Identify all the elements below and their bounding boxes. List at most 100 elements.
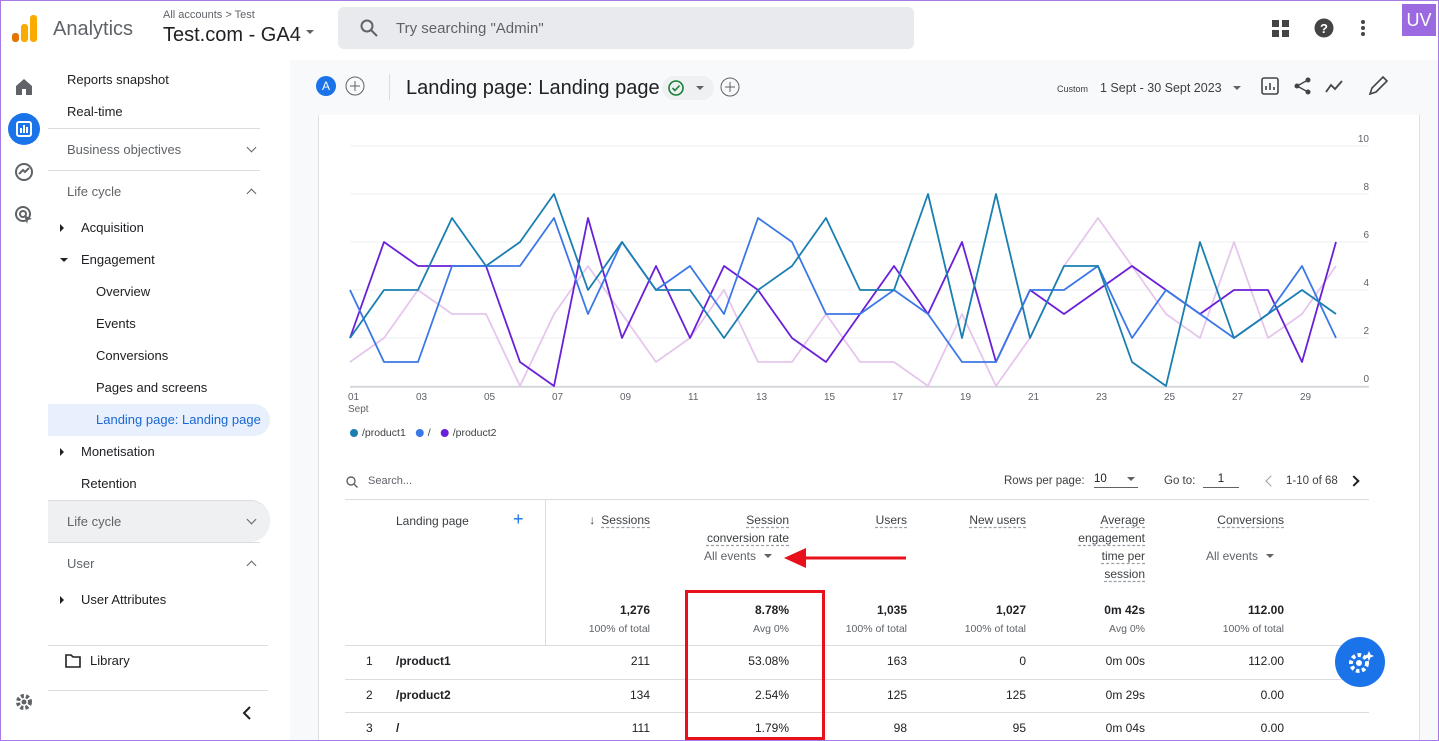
range-label: Custom (1057, 84, 1089, 94)
prev-page[interactable] (1265, 475, 1277, 487)
series-line (349, 193, 1337, 387)
row-line (345, 645, 1369, 646)
expand-open (60, 258, 68, 266)
x-tick-label: 29 (1300, 392, 1312, 403)
row-dimension[interactable]: / (396, 721, 400, 735)
total-note: Avg 0% (753, 623, 789, 635)
library-row[interactable]: Library (48, 645, 268, 689)
nav-item[interactable]: Engagement (48, 244, 290, 276)
property-name[interactable]: Test.com - GA4 (163, 24, 301, 46)
nav-item[interactable]: Reports snapshot (48, 64, 290, 96)
row-value: 98 (893, 721, 907, 735)
more-icon[interactable] (1360, 19, 1366, 37)
search-box[interactable]: Try searching "Admin" (338, 7, 914, 49)
add-dimension[interactable]: + (513, 509, 524, 529)
nav-item[interactable]: Real-time (48, 96, 290, 128)
table-toolbar-line (345, 499, 1369, 500)
x-tick-label: 17 (892, 392, 904, 403)
x-tick-label: 01 (348, 392, 360, 403)
nav-item[interactable]: Retention (48, 468, 290, 500)
column-header[interactable]: Conversions (1174, 511, 1284, 529)
nav-section-label: Life cycle (67, 514, 122, 529)
rows-per-page[interactable]: 10 (1094, 473, 1138, 488)
caret (1233, 86, 1241, 94)
row-dimension[interactable]: /product2 (396, 687, 451, 702)
nav-item[interactable]: Acquisition (48, 212, 290, 244)
report-title: Landing page: Landing page (406, 77, 660, 99)
badge: UV (1402, 4, 1436, 36)
nav-label: Reports snapshot (67, 72, 169, 87)
breadcrumb[interactable]: All accounts > Test (163, 9, 255, 21)
nav-item[interactable]: Monetisation (48, 436, 290, 468)
column-header[interactable]: ↓ Sessions (540, 511, 650, 529)
nav-section[interactable]: Business objectives (48, 128, 260, 170)
admin-icon[interactable] (14, 692, 34, 712)
y-tick-label: 6 (1363, 230, 1369, 241)
apps-icon[interactable] (1272, 20, 1290, 38)
y-tick-label: 0 (1363, 374, 1369, 385)
chart: 0 2 4 6 8 10 01 03 05 07 09 11 13 15 17 19 21 23 25 27 29 Sep… (348, 134, 1369, 439)
nav-item[interactable]: Conversions (48, 340, 290, 372)
status-chip[interactable] (662, 76, 714, 100)
date-range[interactable]: 1 Sept - 30 Sept 2023 (1100, 81, 1222, 95)
nav-label: Real-time (67, 104, 123, 119)
goto-input[interactable]: 1 (1203, 473, 1239, 488)
nav-label: Conversions (96, 348, 169, 363)
caret (306, 30, 314, 38)
toolbar-icons[interactable] (1260, 76, 1390, 98)
row-value: 53.08% (748, 654, 789, 668)
nav-item[interactable]: Overview (48, 276, 290, 308)
row-value: 0m 04s (1105, 721, 1145, 735)
caret (764, 554, 772, 562)
nav-item[interactable]: Pages and screens (48, 372, 290, 404)
expand (60, 448, 68, 456)
column-header[interactable]: Average engagement time per session (1065, 511, 1145, 583)
expand (60, 224, 68, 232)
row-dimension[interactable]: /product1 (396, 654, 451, 668)
advertising-icon[interactable] (14, 205, 34, 225)
nav-item[interactable]: User Attributes (48, 584, 290, 616)
total-note: 100% of total (588, 623, 650, 635)
total-value: 112.00 (1247, 603, 1284, 617)
library-label: Library (90, 653, 130, 668)
nav-label: User Attributes (81, 592, 167, 607)
column-header[interactable]: Session conversion rate (694, 511, 789, 547)
chevron-up (246, 560, 257, 571)
table-search[interactable]: Search... (368, 475, 413, 487)
divider (48, 690, 268, 691)
row-value: 112.00 (1248, 654, 1284, 668)
next-page[interactable] (1348, 475, 1360, 487)
explore-icon[interactable] (14, 162, 34, 182)
column-sub[interactable]: All events (1174, 549, 1274, 563)
row-value: 125 (886, 687, 907, 702)
y-tick-label: 4 (1363, 278, 1369, 289)
insights-button[interactable] (1335, 637, 1385, 687)
total-value: 1,027 (995, 603, 1026, 617)
column-sub[interactable]: All events (679, 549, 772, 563)
legend-swatch (440, 429, 449, 437)
nav-section[interactable]: Life cycle (48, 170, 260, 212)
x-tick-label: 07 (552, 392, 564, 403)
nav-item[interactable]: Landing page: Landing page (48, 404, 270, 436)
row-value: 0.00 (1260, 687, 1284, 702)
nav-section[interactable]: Life cycle (48, 500, 270, 542)
nav-label: Monetisation (81, 444, 155, 459)
column-header[interactable]: New users (916, 511, 1026, 529)
column-header[interactable]: Total r (1295, 511, 1369, 529)
home-icon[interactable] (15, 78, 33, 96)
row-value: 0m 00s (1105, 654, 1145, 668)
avatar[interactable]: A (316, 76, 336, 96)
nav-item[interactable]: Events (48, 308, 290, 340)
add-comparison[interactable] (345, 76, 365, 96)
reports-icon[interactable] (8, 113, 40, 145)
nav-label: Retention (81, 476, 137, 491)
legend-swatch (350, 429, 358, 437)
collapse-icon[interactable] (241, 706, 253, 720)
total-value: 0m 42s (1104, 603, 1145, 617)
nav-section[interactable]: User (48, 542, 260, 584)
x-tick-label: 09 (620, 392, 632, 403)
folder-icon (65, 654, 81, 668)
column-header[interactable]: Users (797, 511, 907, 529)
add-button[interactable] (720, 77, 740, 97)
help-icon[interactable]: ? (1314, 18, 1334, 38)
